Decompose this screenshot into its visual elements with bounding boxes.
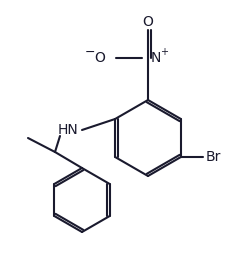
Text: N: N: [151, 51, 161, 65]
Text: O: O: [143, 15, 153, 29]
Text: O: O: [94, 51, 106, 65]
Text: −: −: [85, 45, 95, 58]
Text: Br: Br: [205, 150, 221, 164]
Text: HN: HN: [58, 123, 78, 137]
Text: +: +: [160, 47, 168, 57]
